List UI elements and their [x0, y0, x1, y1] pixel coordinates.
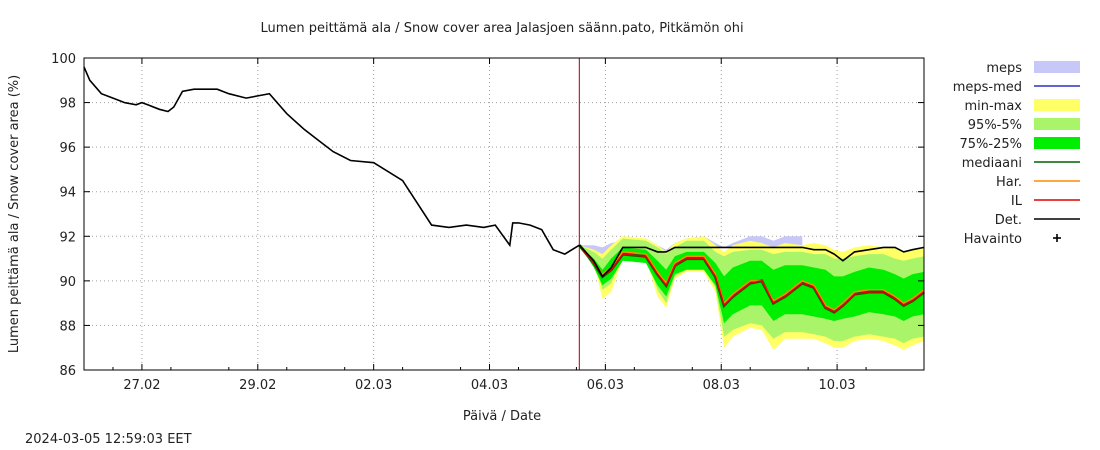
legend-item-il: IL: [1011, 194, 1080, 209]
legend-item-havainto: Havainto: [964, 232, 1061, 247]
y-tick-label: 86: [59, 364, 76, 379]
legend-label: 95%-5%: [968, 118, 1022, 133]
y-tick-label: 92: [59, 230, 76, 245]
legend-item-meps: meps: [986, 61, 1080, 76]
legend-item-det: Det.: [995, 213, 1080, 228]
y-tick-label: 88: [59, 319, 76, 334]
y-tick-label: 96: [59, 141, 76, 156]
y-tick-label: 98: [59, 97, 76, 112]
legend-label: mediaani: [962, 156, 1022, 171]
legend-label: Havainto: [964, 232, 1022, 247]
legend-label: 75%-25%: [960, 137, 1022, 152]
plot-frame: [83, 57, 925, 371]
legend-item-p75_25: 75%-25%: [960, 137, 1080, 152]
legend-label: min-max: [964, 99, 1022, 114]
x-tick-label: 04.03: [471, 378, 508, 393]
det-forecast-line: [578, 244, 925, 278]
legend-label: Det.: [995, 213, 1022, 228]
x-tick-label: 10.03: [818, 378, 855, 393]
x-tick-label: 29.02: [239, 378, 276, 393]
x-tick-label: 02.03: [355, 378, 392, 393]
legend-item-meps_med: meps-med: [953, 80, 1080, 95]
series-lines: [83, 58, 925, 370]
legend-item-minmax: min-max: [964, 99, 1080, 114]
legend-swatch: [1034, 137, 1080, 149]
x-axis-label: Päivä / Date: [463, 409, 541, 424]
legend-item-p95_5: 95%-5%: [968, 118, 1080, 133]
timestamp-label: 2024-03-05 12:59:03 EET: [25, 432, 192, 447]
det-history-line: [83, 66, 580, 255]
legend-swatch: [1034, 118, 1080, 130]
il-line: [578, 244, 925, 313]
legend-item-har: Har.: [996, 175, 1080, 190]
axis-ticks: 86 88 90 92 94 96 98 100 27.02 29.02 02.03 04.03 06.…: [51, 52, 924, 393]
chart-title: Lumen peittämä ala / Snow cover area Jal…: [260, 21, 743, 36]
y-tick-label: 100: [51, 52, 76, 67]
legend-label: IL: [1011, 194, 1023, 209]
legend-item-mediaani: mediaani: [962, 156, 1080, 171]
legend-label: meps-med: [953, 80, 1022, 95]
y-tick-label: 94: [59, 186, 76, 201]
har-line: [578, 244, 925, 311]
legend: meps meps-med min-max 95%-5% 75%-25% mediaani…: [953, 61, 1080, 247]
legend-swatch: [1034, 61, 1080, 73]
legend-label: Har.: [996, 175, 1022, 190]
y-tick-label: 90: [59, 275, 76, 290]
x-tick-label: 08.03: [703, 378, 740, 393]
x-tick-label: 27.02: [123, 378, 160, 393]
legend-swatch: [1034, 99, 1080, 111]
legend-label: meps: [986, 61, 1022, 76]
y-axis-label: Lumen peittämä ala / Snow cover area (%): [7, 75, 22, 353]
x-tick-label: 06.03: [587, 378, 624, 393]
